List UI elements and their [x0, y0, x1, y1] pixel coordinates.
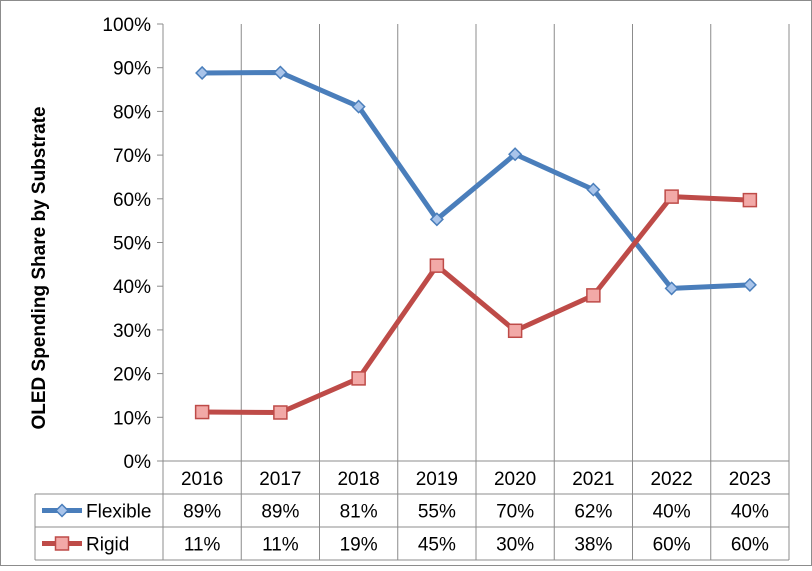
- data-point-square: [742, 192, 758, 208]
- data-point-diamond: [664, 281, 679, 296]
- data-point-square: [429, 258, 445, 273]
- x-tick-label: 2019: [416, 469, 458, 490]
- data-point-square: [664, 189, 679, 204]
- data-point-diamond: [429, 212, 444, 227]
- x-tick-label: 2021: [572, 469, 614, 490]
- y-tick-label: 20%: [113, 365, 151, 386]
- data-point-square: [194, 404, 210, 420]
- table-cell-value: 89%: [183, 502, 221, 523]
- data-point-diamond: [742, 277, 757, 292]
- x-tick-label: 2018: [337, 469, 379, 490]
- y-tick-label: 0%: [124, 452, 152, 473]
- x-tick-label: 2022: [650, 469, 692, 490]
- x-tick-label: 2016: [181, 469, 223, 490]
- table-cell-value: 40%: [653, 502, 691, 523]
- axis-layer: 0% 10% 20% 30% 40% 50% 60% 70% 80% 90% 100%: [102, 15, 163, 473]
- table-cell-value: 55%: [418, 502, 456, 523]
- data-point-diamond: [351, 99, 366, 114]
- data-point-square: [586, 288, 601, 303]
- table-cell-value: 19%: [340, 535, 378, 556]
- y-tick-label: 10%: [113, 408, 151, 429]
- legend-key-marker: [54, 503, 70, 518]
- x-tick-label: 2020: [494, 469, 536, 490]
- table-cell-value: 81%: [340, 502, 378, 523]
- table-cell-value: 60%: [653, 535, 691, 556]
- series-line: [199, 70, 753, 291]
- y-axis-title: OLED Spending Share by Substrate: [29, 106, 50, 429]
- series-line: [199, 194, 753, 415]
- data-table: 2016 2017 2018 2019 2020 2021 2022 2023 Flexible…: [34, 460, 789, 561]
- table-cell-value: 70%: [496, 502, 534, 523]
- data-point-diamond: [195, 65, 210, 81]
- table-cell-value: 30%: [496, 535, 534, 556]
- table-cell-value: 89%: [261, 502, 299, 523]
- data-point-square: [273, 405, 288, 420]
- y-tick-label: 60%: [113, 190, 151, 211]
- series-layer: [194, 65, 758, 420]
- series-rigid: [194, 189, 758, 420]
- y-tick-label: 40%: [113, 277, 151, 298]
- y-tick-label: 50%: [113, 234, 151, 255]
- table-cell-value: 40%: [731, 502, 769, 523]
- y-tick-label: 90%: [113, 59, 151, 80]
- x-tick-label: 2023: [729, 469, 771, 490]
- table-cell-value: 62%: [574, 502, 612, 523]
- legend-key-marker: [54, 536, 70, 551]
- data-point-square: [507, 323, 523, 339]
- table-cell-value: 11%: [262, 535, 299, 556]
- data-point-diamond: [273, 65, 288, 80]
- y-tick-label: 100%: [102, 15, 151, 36]
- grid-layer: [162, 24, 790, 560]
- y-tick-label: 30%: [113, 321, 151, 342]
- legend-entry: Flexible: [86, 502, 151, 523]
- legend-entry: Rigid: [86, 535, 129, 556]
- x-tick-label: 2017: [259, 469, 301, 490]
- table-cell-value: 11%: [184, 535, 221, 556]
- y-tick-label: 70%: [113, 146, 151, 167]
- table-cell-value: 38%: [574, 535, 612, 556]
- data-point-square: [351, 371, 366, 386]
- data-point-diamond: [586, 182, 601, 197]
- table-cell-value: 45%: [418, 535, 456, 556]
- y-tick-label: 80%: [113, 102, 151, 123]
- series-flexible: [195, 65, 757, 296]
- table-cell-value: 60%: [731, 535, 769, 556]
- data-point-diamond: [508, 147, 523, 162]
